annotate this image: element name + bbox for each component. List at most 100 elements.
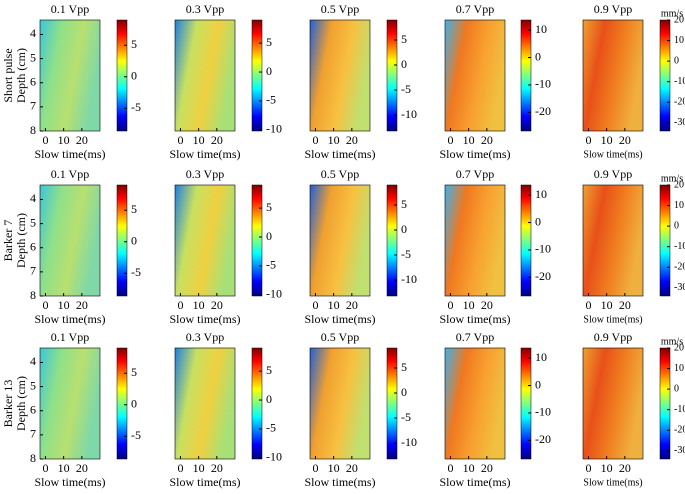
colorbar-tick-label: 20 (674, 179, 684, 190)
x-axis-label: Slow time(ms) (305, 312, 376, 326)
heatmap-image (444, 347, 506, 460)
colorbar-tick-label: 5 (401, 360, 407, 374)
x-tick-label: 10 (58, 133, 70, 147)
x-tick-label: 10 (193, 298, 205, 312)
colorbar-tick-label: 0 (674, 55, 679, 66)
x-axis-label: Slow time(ms) (305, 475, 376, 489)
colorbar-tick-label: -10 (266, 122, 282, 136)
x-tick-label: 0 (312, 298, 318, 312)
colorbar (251, 347, 263, 460)
heatmap-image (174, 347, 236, 460)
y-tick-label: 4 (30, 26, 36, 40)
x-tick-label: 0 (42, 461, 48, 475)
colorbar-tick-label: -20 (535, 269, 551, 283)
x-tick-label: 0 (177, 298, 183, 312)
y-tick-label: 4 (30, 191, 36, 205)
colorbar-tick-label: -5 (401, 82, 411, 96)
x-tick-label: 20 (619, 461, 631, 475)
colorbar-tick-label: 10 (674, 200, 684, 211)
colorbar-tick-label: -5 (131, 428, 141, 442)
colorbar (386, 19, 398, 132)
panel-title: 0.9 Vpp (594, 2, 632, 16)
panel-title: 0.3 Vpp (186, 167, 224, 181)
colorbar-tick-label: -5 (266, 421, 276, 435)
panel-title: 0.9 Vpp (594, 167, 632, 181)
colorbar-tick-label: -10 (674, 76, 685, 87)
colorbar-tick-label: -30 (674, 445, 685, 456)
colorbar-tick-label: 5 (131, 37, 137, 51)
colorbar-tick-label: -30 (674, 282, 685, 293)
colorbar-tick-label: 20 (674, 342, 684, 353)
heatmap-image (309, 19, 371, 132)
x-tick-label: 20 (76, 298, 88, 312)
x-axis-label: Slow time(ms) (583, 149, 642, 160)
colorbar (386, 347, 398, 460)
x-tick-label: 20 (619, 133, 631, 147)
colorbar-tick-label: 5 (401, 32, 407, 46)
heatmap-image (39, 184, 101, 297)
colorbar (251, 19, 263, 132)
y-tick-label: 6 (30, 74, 36, 88)
panel-title: 0.7 Vpp (456, 2, 494, 16)
x-tick-label: 10 (328, 133, 340, 147)
colorbar-tick-label: -20 (535, 104, 551, 118)
x-tick-label: 0 (177, 133, 183, 147)
colorbar-tick-label: -10 (535, 405, 551, 419)
colorbar (386, 184, 398, 297)
x-axis-label: Slow time(ms) (35, 147, 106, 161)
x-tick-label: 20 (346, 461, 358, 475)
colorbar-unit: mm/s (661, 173, 683, 184)
x-axis-label: Slow time(ms) (170, 475, 241, 489)
colorbar-tick-label: -5 (131, 265, 141, 279)
x-tick-label: 10 (328, 298, 340, 312)
colorbar-tick-label: 5 (401, 197, 407, 211)
colorbar-unit: mm/s (661, 8, 683, 19)
colorbar-tick-label: 0 (266, 229, 272, 243)
colorbar-tick-label: -5 (401, 247, 411, 261)
x-axis-label: Slow time(ms) (305, 147, 376, 161)
panel-title: 0.3 Vpp (186, 2, 224, 16)
colorbar (659, 19, 671, 132)
x-tick-label: 0 (312, 461, 318, 475)
colorbar-tick-label: -5 (401, 410, 411, 424)
y-tick-label: 6 (30, 402, 36, 416)
heatmap-image (39, 19, 101, 132)
colorbar-tick-label: 10 (674, 363, 684, 374)
x-tick-label: 20 (481, 461, 493, 475)
x-tick-label: 20 (211, 133, 223, 147)
colorbar (520, 184, 532, 297)
colorbar (520, 19, 532, 132)
colorbar (659, 347, 671, 460)
x-tick-label: 10 (463, 461, 475, 475)
panel-title: 0.3 Vpp (186, 330, 224, 344)
heatmap-image (309, 184, 371, 297)
colorbar-tick-label: 0 (535, 49, 541, 63)
x-tick-label: 0 (177, 461, 183, 475)
x-tick-label: 10 (601, 461, 613, 475)
x-axis-label: Slow time(ms) (170, 147, 241, 161)
colorbar-tick-label: -5 (266, 258, 276, 272)
x-axis-label: Slow time(ms) (35, 312, 106, 326)
x-tick-label: 0 (447, 133, 453, 147)
x-tick-label: 0 (585, 461, 591, 475)
x-tick-label: 0 (585, 133, 591, 147)
colorbar-tick-label: 5 (266, 363, 272, 377)
row-label: Barker 13 (1, 380, 15, 428)
heatmap-image (444, 19, 506, 132)
x-axis-label: Slow time(ms) (35, 475, 106, 489)
y-tick-label: 7 (30, 99, 36, 113)
colorbar-tick-label: 0 (401, 57, 407, 71)
x-tick-label: 0 (447, 298, 453, 312)
x-tick-label: 10 (58, 298, 70, 312)
colorbar-tick-label: -30 (674, 117, 685, 128)
panel-title: 0.7 Vpp (456, 167, 494, 181)
panel-title: 0.5 Vpp (321, 2, 359, 16)
colorbar-tick-label: 0 (266, 64, 272, 78)
x-axis-label: Slow time(ms) (583, 314, 642, 325)
y-tick-label: 4 (30, 354, 36, 368)
y-tick-label: 5 (30, 50, 36, 64)
x-tick-label: 20 (346, 133, 358, 147)
colorbar-tick-label: 0 (131, 69, 137, 83)
x-axis-label: Slow time(ms) (440, 475, 511, 489)
colorbar-tick-label: 0 (535, 377, 541, 391)
